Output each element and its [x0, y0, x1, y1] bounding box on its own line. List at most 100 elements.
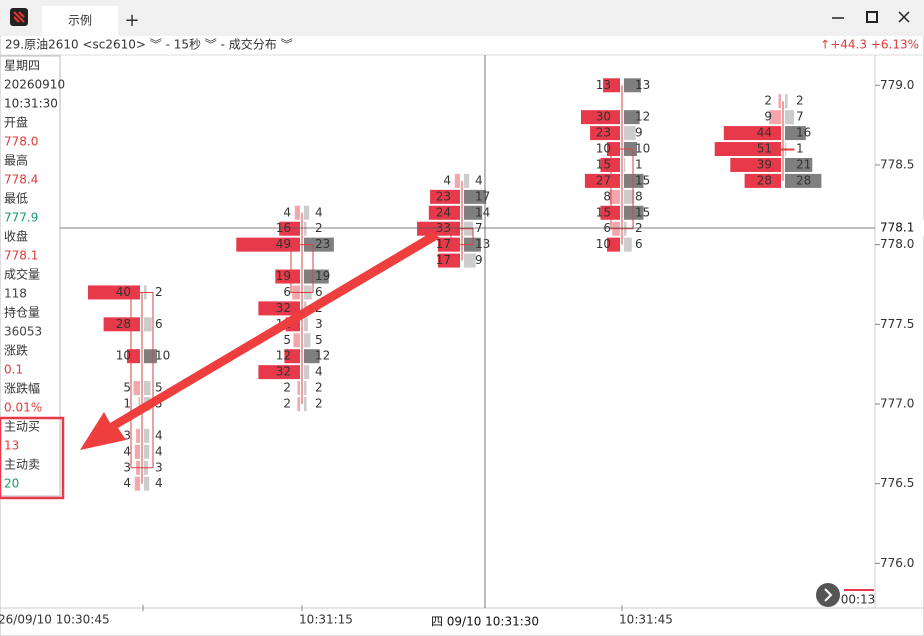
info-label: 主动买	[4, 420, 40, 434]
buy-bar	[464, 205, 483, 220]
sell-volume: 32	[276, 365, 291, 379]
sell-bar	[236, 237, 300, 252]
buy-volume: 4	[315, 205, 323, 219]
sell-volume: 10	[596, 142, 611, 156]
buy-bar	[304, 333, 311, 348]
sell-volume: 13	[596, 78, 611, 92]
sell-volume: 10	[116, 349, 131, 363]
sell-volume: 4	[283, 205, 291, 219]
buy-bar	[304, 317, 308, 332]
sell-bar	[138, 397, 140, 412]
info-label: 收盘	[4, 229, 28, 244]
countdown: 00:13	[841, 593, 876, 607]
sell-volume: 12	[276, 349, 291, 363]
info-panel	[0, 55, 61, 497]
buy-bar	[304, 237, 334, 252]
buy-bar	[785, 157, 813, 172]
buy-bar	[304, 205, 310, 220]
buy-bar	[464, 173, 470, 188]
info-value: 36053	[4, 325, 42, 339]
buy-volume: 15	[635, 173, 650, 187]
info-label: 持仓量	[4, 305, 40, 320]
sell-volume: 15	[596, 205, 611, 219]
tab[interactable]	[42, 6, 118, 36]
sell-volume: 1	[123, 397, 131, 411]
sell-volume: 2	[283, 397, 291, 411]
maximize-button[interactable]	[866, 11, 878, 23]
y-tick-label: 776.0	[880, 556, 914, 570]
info-label: 最高	[4, 153, 28, 168]
info-value: 778.0	[4, 135, 38, 149]
app-icon-mark	[13, 11, 25, 23]
info-day: 星期四	[4, 59, 40, 73]
y-tick-label: 777.0	[880, 397, 914, 411]
info-date: 20260910	[4, 78, 65, 92]
sell-volume: 17	[436, 237, 451, 251]
info-value: 777.9	[4, 211, 38, 225]
sell-bar	[279, 221, 300, 236]
buy-bar	[624, 205, 644, 220]
buy-volume: 14	[475, 205, 490, 219]
buy-volume: 4	[155, 428, 163, 442]
buy-volume: 28	[796, 173, 811, 187]
buy-bar	[785, 173, 822, 188]
tab-label[interactable]: 示例	[68, 14, 92, 28]
buy-bar	[304, 221, 307, 236]
buy-volume: 1	[635, 157, 643, 171]
buy-volume: 1	[796, 142, 804, 156]
scroll-icon	[824, 588, 833, 602]
buy-volume: 3	[315, 317, 323, 331]
y-tick-label: 776.5	[880, 476, 914, 490]
buy-bar	[304, 397, 307, 412]
sell-bar	[437, 253, 460, 268]
sell-volume: 2	[283, 381, 291, 395]
buy-volume: 13	[635, 78, 650, 92]
candle-body	[610, 148, 634, 230]
sell-bar	[258, 365, 300, 380]
add-tab[interactable]: +	[124, 10, 139, 31]
scroll-button[interactable]	[816, 583, 840, 607]
sell-bar	[581, 110, 620, 125]
buy-volume: 12	[635, 110, 650, 124]
buy-volume: 15	[635, 205, 650, 219]
buy-volume: 6	[155, 317, 163, 331]
buy-volume: 19	[315, 269, 330, 283]
sell-volume: 4	[123, 476, 131, 490]
buy-volume: 5	[315, 333, 323, 347]
sell-bar	[430, 189, 460, 204]
buy-volume: 10	[635, 142, 650, 156]
sell-volume: 24	[436, 205, 451, 219]
buy-bar	[304, 269, 329, 284]
sell-bar	[293, 333, 300, 348]
sell-bar	[428, 205, 460, 220]
buy-volume: 16	[796, 126, 811, 140]
buy-volume: 9	[635, 126, 643, 140]
buy-volume: 4	[315, 365, 323, 379]
sell-volume: 39	[757, 157, 772, 171]
buy-bar	[304, 381, 307, 396]
buy-bar	[785, 126, 806, 141]
sell-bar	[778, 94, 781, 109]
y-tick-label: 777.5	[880, 317, 914, 331]
buy-bar	[144, 317, 152, 332]
sell-volume: 9	[764, 110, 772, 124]
sell-volume: 23	[436, 189, 451, 203]
y-tick-label: 779.0	[880, 78, 914, 92]
buy-bar	[144, 428, 150, 443]
sell-volume: 4	[443, 173, 451, 187]
sell-bar	[297, 397, 300, 412]
time-label: 26/09/10 10:30:45	[0, 613, 110, 627]
buy-volume: 4	[155, 444, 163, 458]
buy-volume: 10	[155, 349, 170, 363]
buy-bar	[144, 476, 150, 491]
close-button[interactable]	[898, 11, 910, 23]
sell-volume: 15	[596, 157, 611, 171]
buy-bar	[144, 381, 151, 396]
sell-volume: 3	[123, 460, 131, 474]
sell-volume: 8	[603, 189, 611, 203]
buy-volume: 4	[155, 476, 163, 490]
buy-volume: 17	[475, 189, 490, 203]
sell-bar	[417, 221, 460, 236]
